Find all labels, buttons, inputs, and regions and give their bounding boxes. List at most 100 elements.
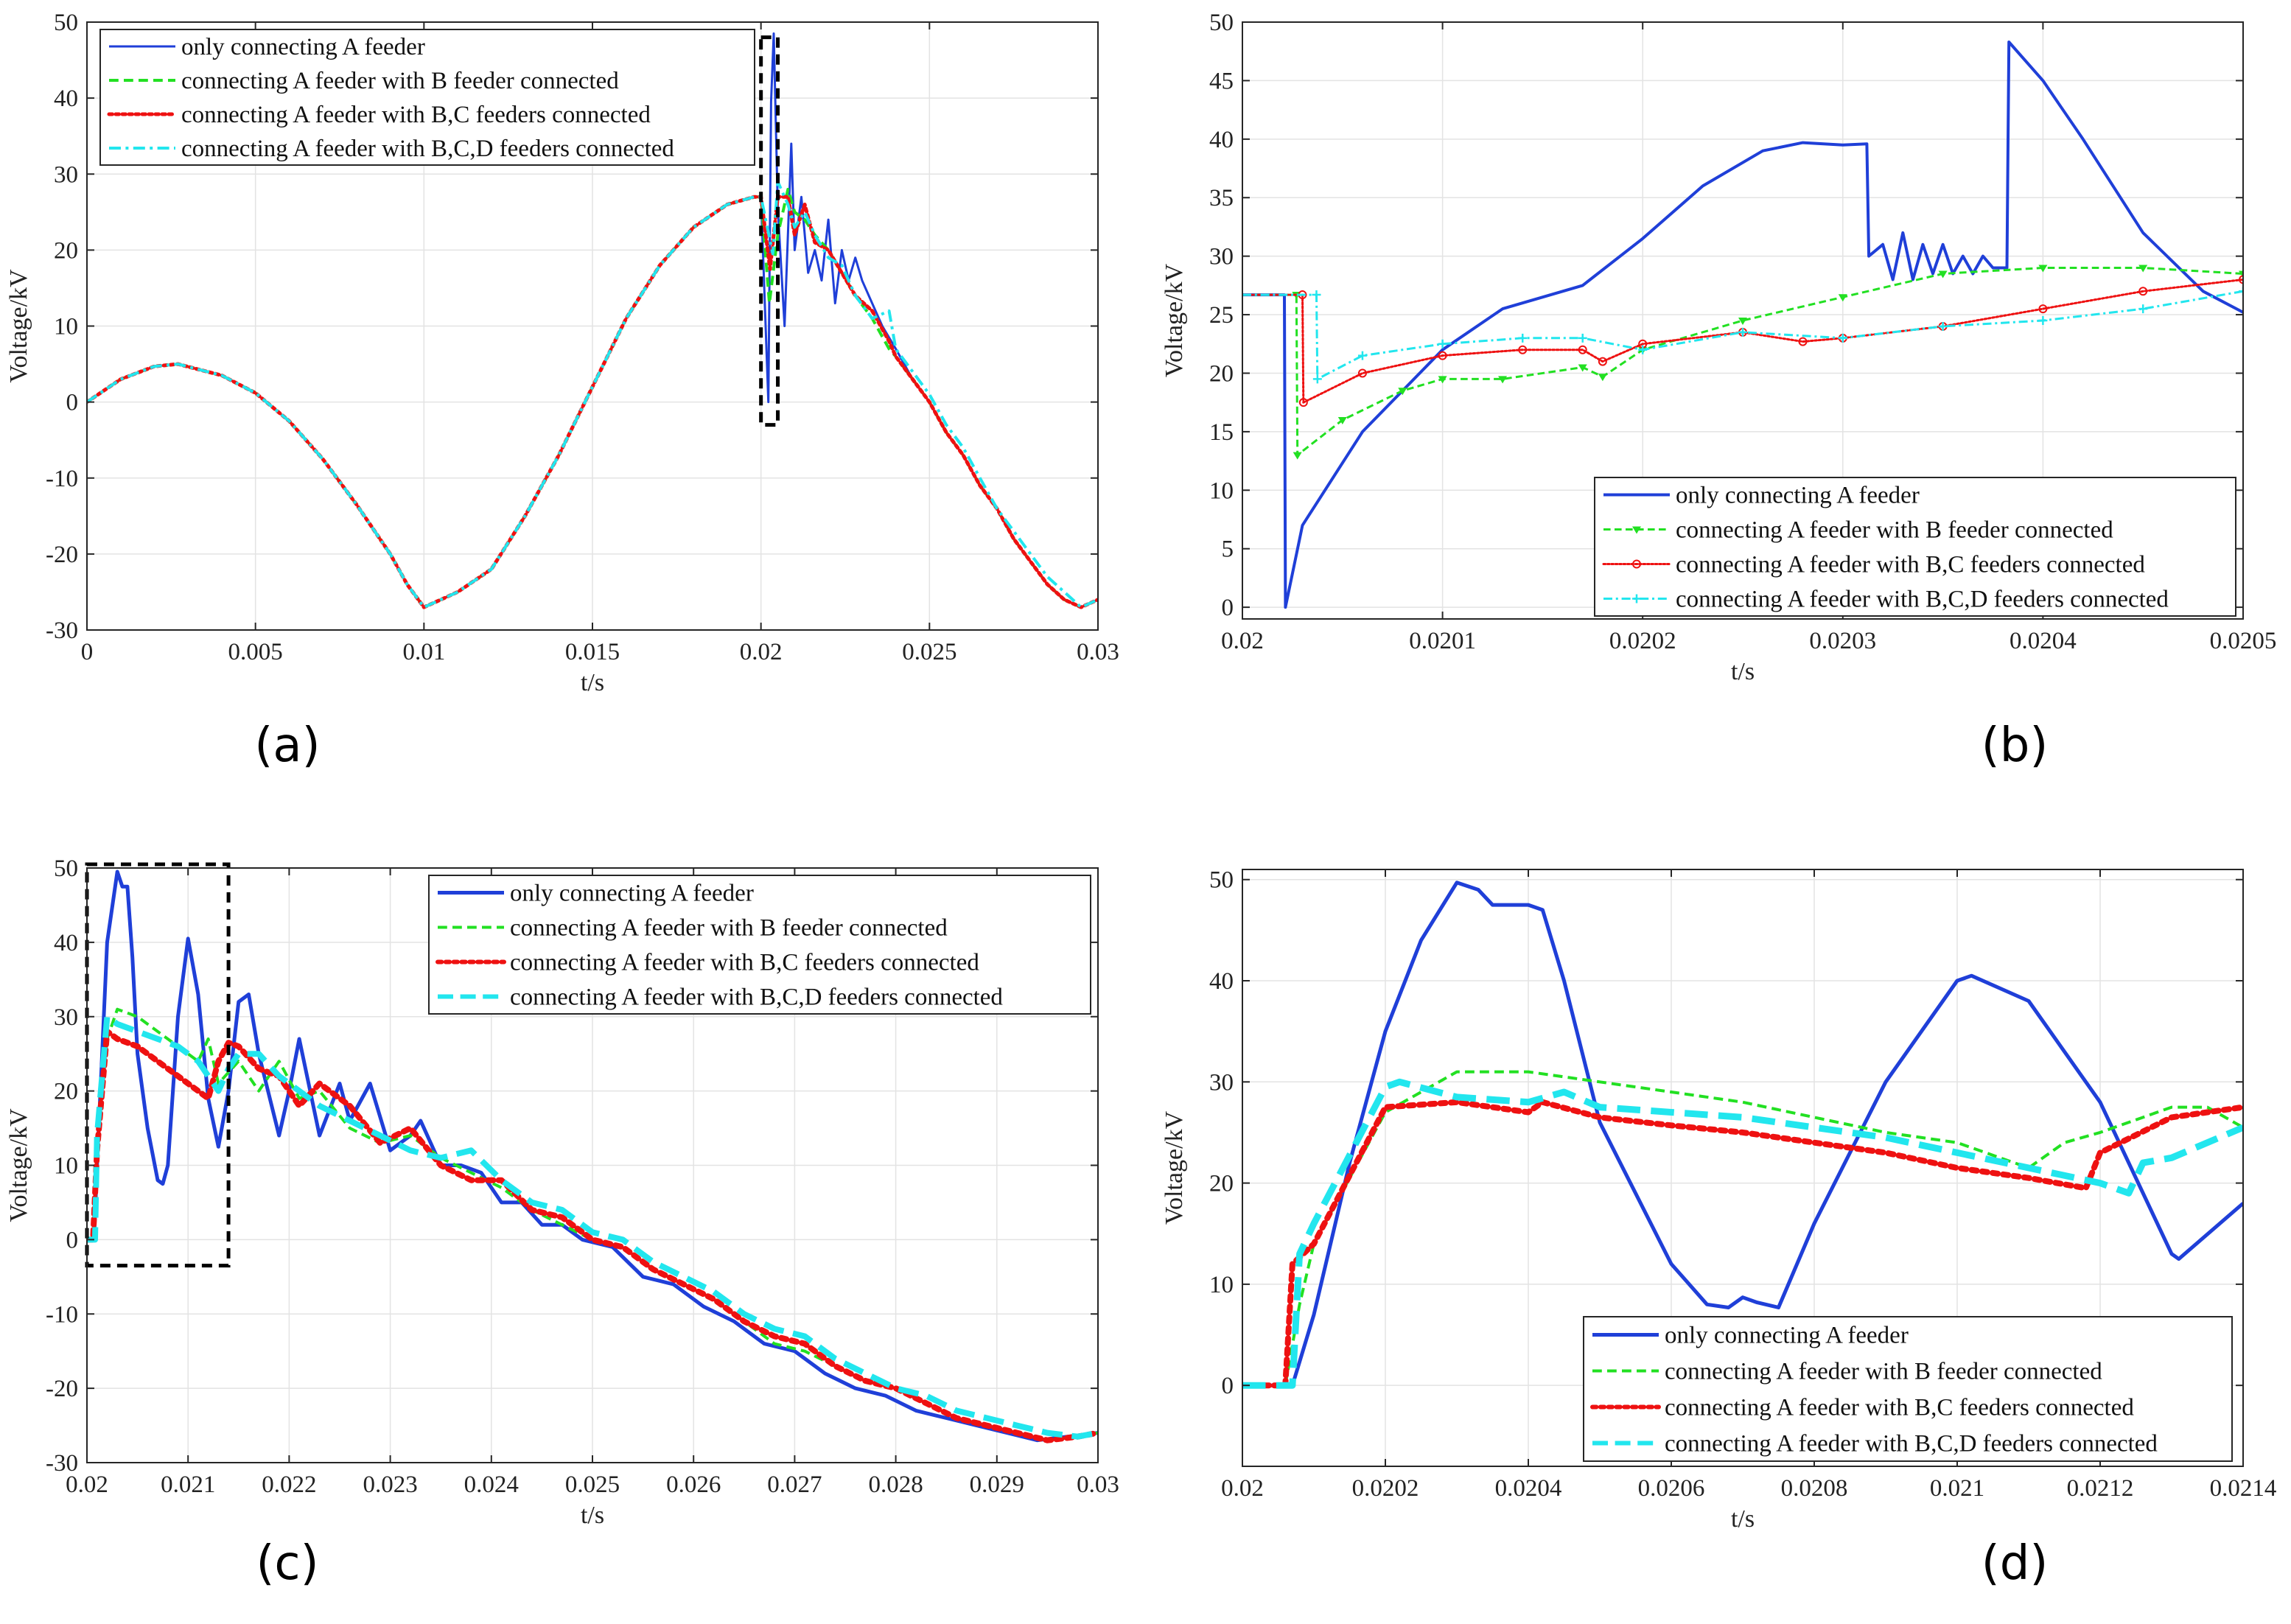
x-tick-label: 0.027	[767, 1471, 822, 1498]
legend: only connecting A feeder connecting A fee…	[99, 29, 755, 166]
x-tick-label: 0.0201	[1409, 628, 1476, 654]
x-tick-label: 0.0206	[1638, 1475, 1705, 1502]
series-line-1	[1242, 41, 2243, 609]
series-line-1	[1242, 881, 2243, 1387]
x-tick-label: 0.02	[66, 1471, 108, 1498]
y-tick-label: 40	[1209, 127, 1234, 153]
chart-a: 0 0.005 0.01 0.015 0.02 0.025 0.03 -30 -20 -10 0 10…	[5, 10, 1119, 696]
x-tick-label: 0.01	[402, 639, 445, 665]
x-tick-label: 0.0203	[1809, 628, 1876, 654]
x-tick-label: 0.0202	[1352, 1475, 1419, 1502]
chart-panel-a: 0 0.005 0.01 0.015 0.02 0.025 0.03 -30 -20 -10 0 10…	[0, 0, 1145, 803]
legend-label: connecting A feeder with B,C feeders con…	[510, 950, 979, 976]
y-tick-label: 30	[1209, 1069, 1234, 1096]
legend-label: connecting A feeder with B,C,D feeders c…	[1665, 1431, 2158, 1457]
series-marker	[1578, 345, 1587, 354]
series-marker	[1357, 368, 1367, 378]
y-tick-label: 30	[1209, 244, 1234, 270]
y-tick-label: -10	[46, 1301, 78, 1328]
series-marker	[1738, 318, 1747, 325]
legend-box	[99, 29, 755, 166]
x-tick-label: 0.0212	[2067, 1475, 2134, 1502]
series-line-3	[1242, 278, 2243, 404]
series-marker	[1938, 321, 1948, 331]
y-tick-label: 40	[54, 85, 78, 112]
legend-label: connecting A feeder with B,C,D feeders c…	[510, 984, 1003, 1011]
legend: only connecting A feeder connecting A fee…	[1594, 477, 2236, 617]
y-axis-title: Voltage/kV	[1161, 263, 1188, 377]
y-tick-label: -20	[46, 1376, 78, 1402]
series-line-1	[87, 869, 1098, 1443]
series-marker	[2239, 270, 2243, 279]
series-marker	[1518, 345, 1528, 354]
series-marker	[2138, 265, 2148, 273]
x-tick-label: 0.03	[1077, 1471, 1119, 1498]
y-tick-label: 35	[1209, 185, 1234, 211]
legend-label: only connecting A feeder	[1676, 483, 1920, 509]
legend-label: connecting A feeder with B,C,D feeders c…	[181, 136, 674, 162]
x-tick-label: 0.0202	[1609, 628, 1676, 654]
y-tick-label: 5	[1222, 536, 1234, 563]
y-tick-label: 20	[54, 237, 78, 264]
chart-d: 0.02 0.0202 0.0204 0.0206 0.0208 0.021 0.0212 0…	[1161, 867, 2277, 1533]
legend-label: connecting A feeder with B feeder connec…	[1676, 517, 2113, 544]
zoom-region-box	[759, 35, 780, 427]
x-axis-title: t/s	[1731, 1505, 1755, 1533]
panel-caption-d: (d)	[1981, 1536, 2049, 1591]
legend: only connecting A feeder connecting A fee…	[428, 875, 1091, 1015]
y-tick-label: 0	[1222, 1373, 1234, 1399]
y-tick-label: 0	[66, 390, 79, 416]
series-marker	[1357, 351, 1367, 360]
y-tick-label: 40	[54, 930, 78, 956]
y-tick-label: 45	[1209, 68, 1234, 94]
series-marker	[1298, 398, 1308, 407]
x-tick-label: 0.0208	[1781, 1475, 1848, 1502]
y-tick-label: 50	[54, 855, 78, 882]
y-tick-label: 20	[1209, 360, 1234, 387]
x-tick-label: 0.0214	[2210, 1475, 2277, 1502]
legend-box	[1583, 1316, 2233, 1462]
series-marker	[1798, 337, 1808, 346]
panel-caption-b: (b)	[1981, 718, 2049, 773]
x-tick-label: 0.015	[565, 639, 620, 665]
y-tick-label: 20	[54, 1079, 78, 1105]
series-marker	[1498, 376, 1508, 384]
x-tick-label: 0.021	[1930, 1475, 1984, 1502]
x-tick-label: 0.02	[740, 639, 783, 665]
y-axis-title: Voltage/kV	[1161, 1110, 1188, 1225]
series-marker	[2239, 287, 2243, 296]
x-axis-title: t/s	[1731, 658, 1755, 685]
chart-panel-b: 0.02 0.0201 0.0202 0.0203 0.0204 0.0205 0 5 10 15…	[1145, 0, 2291, 803]
series-line-4	[1242, 290, 2243, 380]
legend-label: connecting A feeder with B feeder connec…	[1665, 1359, 2102, 1385]
series-marker	[1838, 294, 1847, 302]
series-group	[1242, 41, 2243, 609]
y-tick-label: 25	[1209, 302, 1234, 329]
series-marker	[1838, 333, 1847, 343]
series-marker	[1578, 333, 1587, 343]
panel-caption-a: (a)	[254, 718, 321, 773]
series-marker	[1598, 374, 1607, 382]
y-tick-label: 10	[1209, 1272, 1234, 1298]
y-tick-label: 10	[54, 1153, 78, 1180]
legend-label: connecting A feeder with B,C feeders con…	[1665, 1395, 2134, 1421]
x-tick-label: 0.026	[666, 1471, 721, 1498]
y-tick-label: -10	[46, 466, 78, 492]
series-marker	[2038, 304, 2048, 314]
x-tick-label: 0.0204	[1495, 1475, 1562, 1502]
series-line-3	[1242, 1099, 2243, 1389]
y-tick-label: 15	[1209, 419, 1234, 446]
series-marker	[1312, 374, 1322, 384]
legend-label: only connecting A feeder	[1665, 1323, 1909, 1349]
y-tick-label: 20	[1209, 1171, 1234, 1197]
series-marker	[1438, 339, 1447, 349]
series-marker	[1638, 345, 1648, 354]
x-tick-label: 0.0205	[2210, 628, 2277, 654]
series-line-4	[87, 1013, 1098, 1440]
legend-label: connecting A feeder with B,C,D feeders c…	[1676, 587, 2169, 613]
legend-label: connecting A feeder with B feeder connec…	[181, 68, 619, 94]
series-marker	[1312, 290, 1321, 300]
chart-panel-c: 0.02 0.021 0.022 0.023 0.024 0.025 0.026 0.027 0…	[0, 818, 1145, 1624]
series-marker	[1578, 364, 1587, 372]
x-tick-label: 0.02	[1221, 628, 1264, 654]
